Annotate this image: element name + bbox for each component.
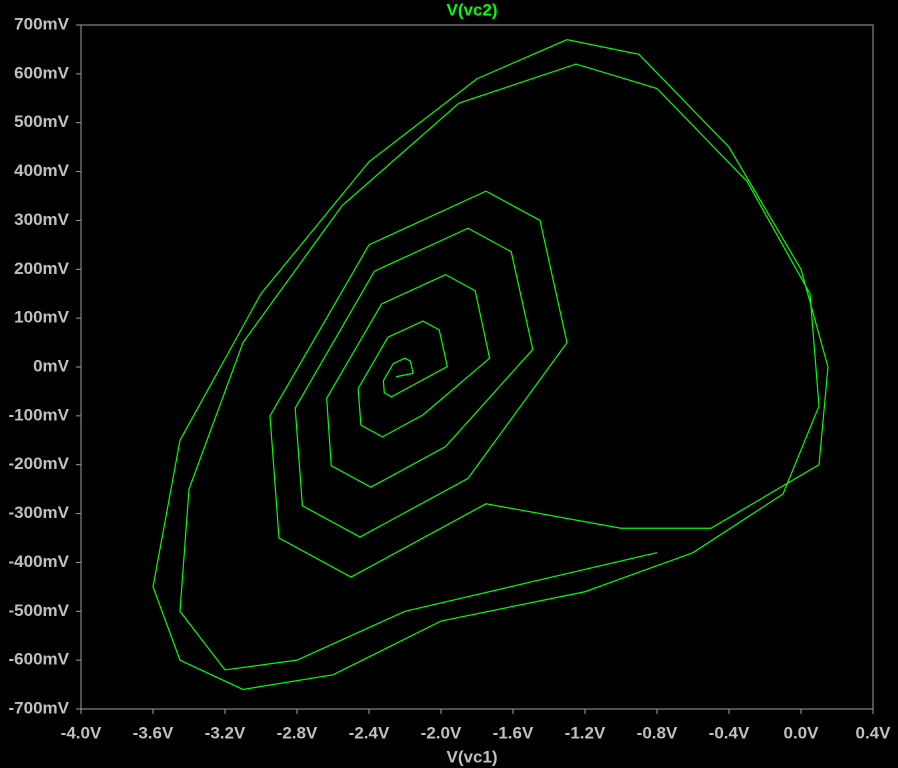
y-tick-label: 100mV [14,308,69,327]
y-tick-label: -500mV [9,601,70,620]
x-axis-label: V(vc1) [446,747,497,766]
y-tick-label: -700mV [9,698,70,717]
y-tick-label: 400mV [14,161,69,180]
x-tick-label: -3.2V [205,723,246,742]
y-tick-label: -300mV [9,503,70,522]
y-tick-label: -200mV [9,454,70,473]
x-tick-label: -1.2V [565,723,606,742]
y-tick-label: 200mV [14,259,69,278]
y-tick-label: -600mV [9,650,70,669]
y-tick-label: 0mV [33,356,70,375]
plot-frame [80,24,874,710]
y-tick-label: 700mV [14,14,69,33]
x-tick-label: -4.0V [61,723,102,742]
x-tick-label: -3.6V [133,723,174,742]
x-tick-label: -2.0V [421,723,462,742]
chart-title: V(vc2) [446,0,497,19]
y-tick-label: -400mV [9,552,70,571]
y-tick-label: 300mV [14,210,69,229]
x-tick-label: -1.6V [493,723,534,742]
y-tick-label: 500mV [14,112,69,131]
x-tick-label: 0.0V [784,723,820,742]
trace [152,39,829,691]
y-tick-label: 600mV [14,63,69,82]
x-tick-label: -0.8V [637,723,678,742]
x-tick-label: -2.4V [349,723,390,742]
x-tick-label: -0.4V [709,723,750,742]
x-tick-label: 0.4V [856,723,892,742]
y-tick-label: -100mV [9,405,70,424]
x-tick-label: -2.8V [277,723,318,742]
